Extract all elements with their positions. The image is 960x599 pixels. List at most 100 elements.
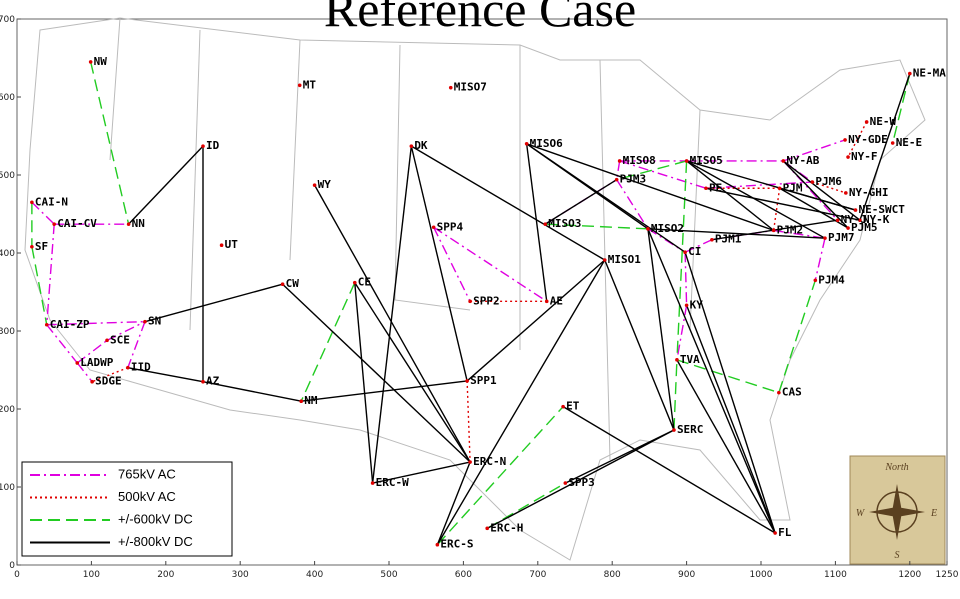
node — [771, 228, 776, 233]
edge — [615, 160, 621, 180]
node — [105, 338, 109, 343]
y-tick-label: 400 — [0, 249, 15, 259]
node-label: ERC-H — [490, 521, 523, 534]
edge — [814, 238, 826, 281]
node — [297, 83, 302, 88]
node-label: SPP3 — [568, 476, 595, 489]
node — [823, 236, 827, 240]
node-label: AZ — [206, 375, 220, 388]
edge — [684, 239, 713, 253]
node — [672, 428, 676, 432]
edge — [684, 252, 776, 534]
edge — [372, 461, 471, 484]
node-label: DK — [414, 139, 428, 152]
node-label: NY-GHI — [849, 186, 889, 199]
edge — [91, 367, 129, 383]
node — [90, 379, 94, 384]
node-label: NY-GDE — [848, 133, 888, 146]
node-label: CAI-ZP — [50, 318, 90, 331]
node — [465, 379, 469, 383]
edge — [616, 160, 687, 181]
legend-label: +/-800kV DC — [118, 534, 193, 549]
node-label: SERC — [677, 423, 704, 436]
node — [683, 250, 687, 255]
node-label: SPP2 — [473, 294, 500, 307]
node — [30, 244, 34, 249]
edge — [31, 246, 48, 325]
node — [890, 141, 895, 145]
y-tick-label: 100 — [0, 483, 15, 493]
node — [524, 142, 529, 146]
node — [299, 399, 304, 404]
x-tick-label: 900 — [678, 570, 695, 580]
node — [30, 200, 34, 205]
edge — [526, 143, 686, 253]
node — [468, 299, 472, 304]
compass: North W E S — [849, 455, 946, 565]
node — [704, 186, 708, 191]
node — [864, 120, 869, 124]
node — [781, 159, 786, 163]
node — [646, 227, 650, 231]
node-label: SF — [35, 240, 48, 253]
node-label: TVA — [680, 353, 700, 366]
edge — [783, 139, 846, 162]
node — [843, 138, 847, 142]
compass-south: S — [895, 550, 900, 561]
edge — [436, 406, 564, 546]
edge — [779, 187, 856, 211]
edge — [686, 160, 775, 231]
node — [431, 225, 436, 230]
node — [908, 71, 912, 76]
node-label: SPP4 — [437, 220, 464, 233]
node-label: CE — [358, 276, 371, 289]
node-label: ERC-W — [376, 476, 409, 489]
edge — [106, 321, 146, 341]
edge — [647, 228, 686, 253]
node — [352, 280, 357, 285]
edge — [127, 366, 204, 383]
edge — [676, 359, 776, 534]
node — [448, 85, 453, 90]
node-label: SN — [148, 315, 161, 328]
compass-rose — [869, 484, 925, 540]
x-tick-label: 1100 — [824, 570, 847, 580]
edge — [705, 181, 813, 189]
edge — [684, 252, 688, 306]
edge — [778, 280, 816, 393]
node-label: NM — [304, 394, 318, 407]
edge — [676, 305, 688, 360]
node-label: ID — [206, 139, 220, 152]
node — [88, 60, 93, 64]
legend-label: 765kV AC — [118, 466, 176, 481]
node-label: PJM — [783, 181, 803, 194]
edge — [773, 229, 826, 239]
edge — [772, 188, 781, 231]
node-label: NY-AB — [786, 154, 819, 167]
node-label: MISO3 — [548, 217, 581, 230]
edge — [31, 201, 55, 225]
node-label: PJM2 — [777, 223, 804, 236]
edge — [847, 121, 868, 158]
node-label: NE-MA — [913, 67, 946, 80]
node-label: MT — [303, 78, 317, 91]
y-tick-label: 0 — [9, 561, 15, 571]
edge — [282, 283, 471, 463]
edge — [782, 160, 861, 221]
x-tick-label: 500 — [380, 570, 397, 580]
edge — [619, 160, 707, 189]
node — [126, 365, 130, 370]
node — [126, 222, 131, 226]
edge — [676, 160, 688, 360]
x-tick-label: 1250 — [936, 570, 959, 580]
node-label: UT — [225, 238, 239, 251]
node-label: MISO2 — [651, 222, 684, 235]
edge — [466, 259, 606, 382]
legend-label: 500kV AC — [118, 489, 176, 504]
y-tick-label: 600 — [0, 93, 15, 103]
edge — [433, 226, 548, 302]
node — [684, 159, 689, 163]
node-label: NE-SWCT — [858, 203, 905, 216]
node-label: AE — [550, 294, 563, 307]
